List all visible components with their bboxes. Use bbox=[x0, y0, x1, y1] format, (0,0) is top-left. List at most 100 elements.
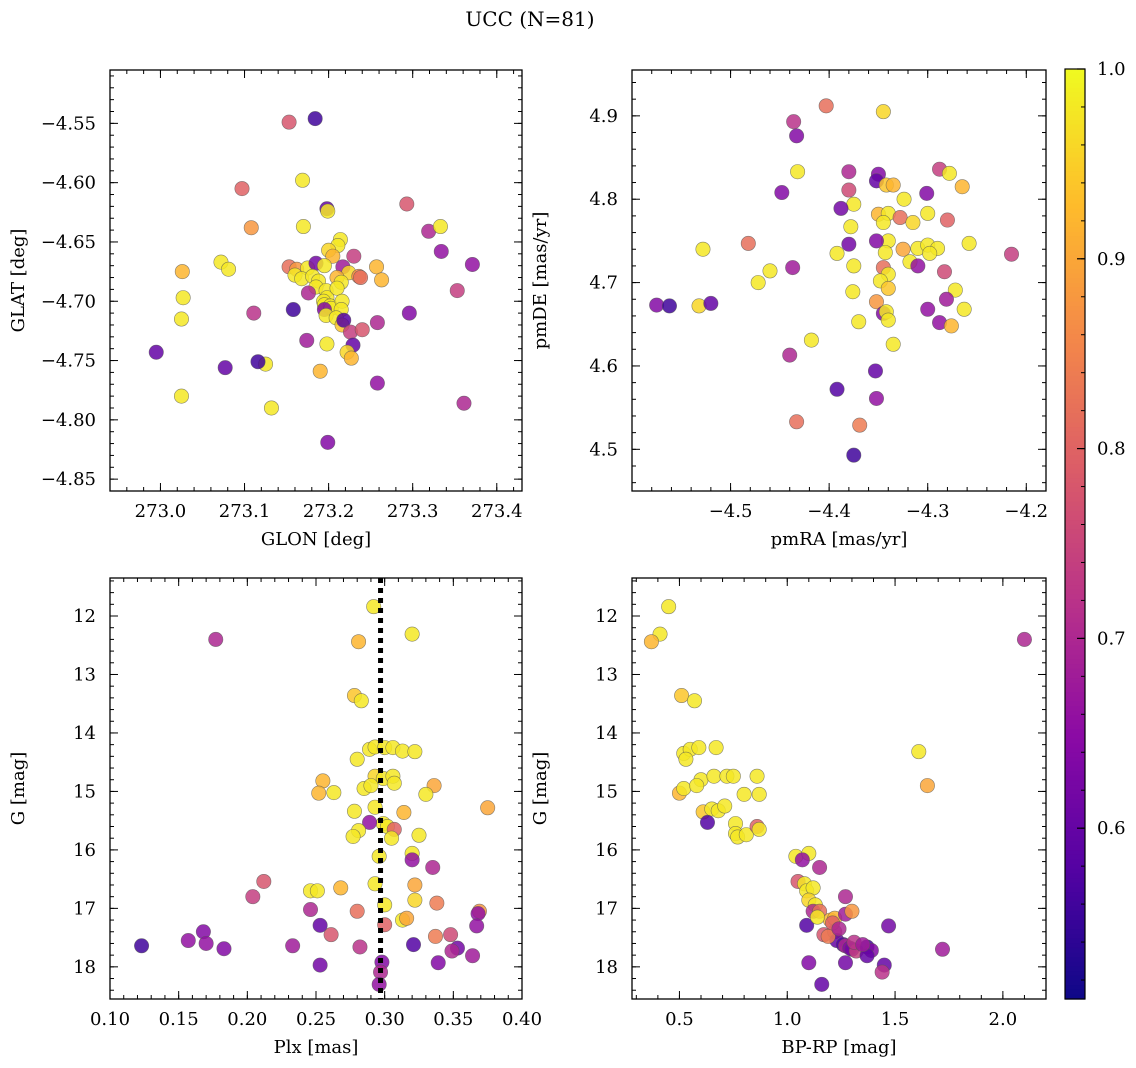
data-point bbox=[799, 917, 815, 933]
data-point bbox=[173, 388, 189, 404]
data-point bbox=[846, 447, 862, 463]
data-point bbox=[896, 191, 912, 207]
axes-frame bbox=[631, 69, 1047, 492]
colorbar-segment bbox=[1065, 901, 1085, 907]
colorbar-segment bbox=[1065, 524, 1085, 530]
colorbar-segment bbox=[1065, 334, 1085, 340]
data-point bbox=[751, 786, 767, 802]
x-tick-label: 273.2 bbox=[303, 501, 355, 522]
data-point bbox=[905, 215, 921, 231]
x-tick-label: 273.0 bbox=[135, 501, 187, 522]
colorbar-segment bbox=[1065, 245, 1085, 251]
colorbar-segment bbox=[1065, 180, 1085, 186]
colorbar-segment bbox=[1065, 915, 1085, 921]
data-point bbox=[312, 957, 328, 973]
colorbar-segment bbox=[1065, 627, 1085, 633]
data-point bbox=[369, 375, 385, 391]
colorbar-segment bbox=[1065, 431, 1085, 437]
colorbar-segment bbox=[1065, 478, 1085, 484]
colorbar-segment bbox=[1065, 789, 1085, 795]
x-tick-label: 2.0 bbox=[989, 1009, 1018, 1030]
colorbar-segment bbox=[1065, 985, 1085, 991]
data-point bbox=[841, 182, 857, 198]
data-point bbox=[920, 301, 936, 317]
colorbar-segment bbox=[1065, 134, 1085, 140]
data-point bbox=[852, 417, 868, 433]
colorbar-segment bbox=[1065, 189, 1085, 196]
colorbar-segment bbox=[1065, 171, 1085, 177]
data-point bbox=[180, 933, 196, 949]
data-point bbox=[281, 114, 297, 130]
colorbar: 0.6 0.7 0.8 0.9 1.0 bbox=[1064, 59, 1126, 1000]
colorbar-segment bbox=[1065, 69, 1085, 75]
data-point bbox=[846, 196, 862, 212]
data-point bbox=[789, 414, 805, 430]
data-point bbox=[216, 941, 232, 957]
colorbar-segment bbox=[1065, 148, 1085, 154]
data-point bbox=[363, 778, 379, 794]
colorbar-segment bbox=[1065, 241, 1085, 247]
colorbar-segment bbox=[1065, 143, 1085, 149]
x-tick-label: −4.4 bbox=[807, 501, 851, 522]
colorbar-segment bbox=[1065, 510, 1085, 516]
data-point bbox=[820, 928, 836, 944]
colorbar-segment bbox=[1065, 366, 1085, 372]
colorbar-segment bbox=[1065, 361, 1085, 368]
x-tick-label: −4.5 bbox=[709, 501, 753, 522]
data-point bbox=[366, 599, 382, 615]
data-point bbox=[320, 203, 336, 219]
data-point bbox=[311, 785, 327, 801]
colorbar-segment bbox=[1065, 231, 1085, 237]
colorbar-segment bbox=[1065, 399, 1085, 405]
data-point bbox=[329, 280, 345, 296]
data-point bbox=[678, 751, 694, 767]
data-point bbox=[846, 258, 862, 274]
x-tick-label: 0.40 bbox=[502, 1009, 542, 1030]
colorbar-segment bbox=[1065, 352, 1085, 358]
data-point bbox=[433, 243, 449, 259]
colorbar-segment bbox=[1065, 892, 1085, 898]
y-tick-label: 12 bbox=[73, 606, 96, 627]
colorbar-frame bbox=[1064, 68, 1086, 1000]
data-point bbox=[841, 164, 857, 180]
colorbar-segment bbox=[1065, 534, 1085, 540]
data-point bbox=[691, 740, 707, 756]
colorbar-segment bbox=[1065, 157, 1085, 163]
y-tick-label: 12 bbox=[595, 606, 618, 627]
colorbar-segment bbox=[1065, 989, 1085, 995]
colorbar-segment bbox=[1065, 636, 1085, 642]
colorbar-segment bbox=[1065, 673, 1085, 679]
colorbar-segment bbox=[1065, 706, 1085, 712]
colorbar-segment bbox=[1065, 924, 1085, 930]
colorbar-segment bbox=[1065, 389, 1085, 396]
colorbar-tick-label: 1.0 bbox=[1097, 59, 1126, 80]
y-tick-label: −4.75 bbox=[41, 351, 96, 372]
axis-ticks bbox=[109, 70, 522, 492]
colorbar-segment bbox=[1065, 831, 1085, 837]
data-point bbox=[868, 294, 884, 310]
colorbar-segment bbox=[1065, 738, 1085, 744]
colorbar-segment bbox=[1065, 585, 1085, 591]
colorbar-segment bbox=[1065, 561, 1085, 568]
data-point bbox=[430, 955, 446, 971]
colorbar-tick-label: 0.6 bbox=[1097, 818, 1126, 839]
colorbar-segment bbox=[1065, 873, 1085, 879]
colorbar-segment bbox=[1065, 152, 1085, 158]
colorbar-segment bbox=[1065, 338, 1085, 344]
colorbar-segment bbox=[1065, 445, 1085, 451]
colorbar-segment bbox=[1065, 733, 1085, 740]
y-tick-label: 15 bbox=[595, 781, 618, 802]
x-tick-label: 273.3 bbox=[387, 501, 439, 522]
colorbar-segment bbox=[1065, 659, 1085, 665]
colorbar-segment bbox=[1065, 371, 1085, 377]
colorbar-segment bbox=[1065, 106, 1085, 112]
data-point bbox=[245, 889, 261, 905]
colorbar-segment bbox=[1065, 255, 1085, 261]
data-point bbox=[809, 909, 825, 925]
data-point bbox=[404, 852, 420, 868]
data-point bbox=[444, 943, 460, 959]
colorbar-segment bbox=[1065, 138, 1085, 144]
colorbar-segment bbox=[1065, 278, 1085, 284]
axis-ticks bbox=[632, 578, 1047, 999]
colorbar-segment bbox=[1065, 78, 1085, 84]
